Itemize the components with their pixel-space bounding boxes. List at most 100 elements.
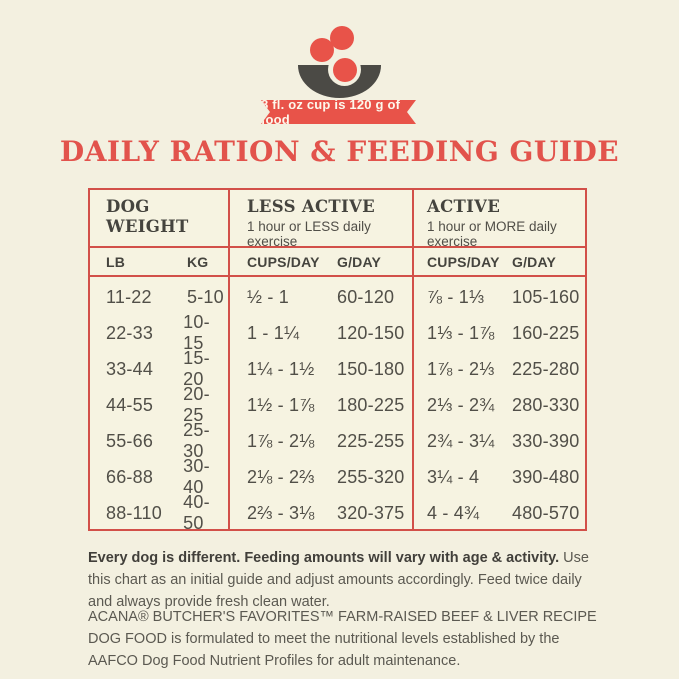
kibble-dot-icon [330,26,354,50]
table-row: 11-22 5-10 [90,279,228,315]
lb-value: 55-66 [106,430,154,451]
column-title-line1: DOG [106,197,150,216]
kg-value: 10-15 [183,312,210,353]
cups-value: 4 - 4¾ [427,502,480,523]
g-day-label: G/DAY [512,253,557,270]
table-row: 2¾ - 3¼ 330-390 [414,423,585,459]
table-row: 44-55 20-25 [90,384,228,425]
table-row: ½ - 1 60-120 [230,279,412,315]
ribbon-label: 8 fl. oz cup is 120 g of food [261,97,401,127]
unit-subheader: LB KG [90,248,228,277]
column-title: LESS ACTIVE [247,197,376,216]
table-row: 1⅞ - 2⅛ 225-255 [230,423,412,459]
column-header: LESS ACTIVE 1 hour or LESS daily exercis… [230,190,412,249]
unit-subheader: CUPS/DAY G/DAY [230,248,412,277]
kg-value: 15-20 [183,348,210,389]
table-row: 1½ - 1⅞ 180-225 [230,387,412,423]
cups-value: 2⅛ - 2⅔ [247,466,315,487]
lb-value: 66-88 [106,466,154,487]
cups-value: 1¼ - 1½ [247,358,315,379]
table-row: 1⅓ - 1⅞ 160-225 [414,315,585,351]
table-row: 1⅞ - 2⅓ 225-280 [414,351,585,387]
cup-measure-ribbon: 8 fl. oz cup is 120 g of food [261,100,416,124]
kg-value: 40-50 [183,492,210,533]
cups-value: 2⅓ - 2¾ [427,394,495,415]
cups-value: 2⅔ - 3⅛ [247,502,315,523]
column-title-line2: WEIGHT [106,217,189,236]
table-row: 4 - 4¾ 480-570 [414,495,585,531]
grams-value: 120-150 [337,322,405,343]
cups-value: ½ - 1 [247,286,290,307]
weight-rows: 11-22 5-10 22-33 10-15 33-44 15-20 44-55 20-… [90,277,228,534]
lb-value: 88-110 [106,502,162,523]
table-row: 33-44 15-20 [90,348,228,389]
feeding-note-rest: Use this chart as an initial guide and a… [88,550,589,610]
lb-value: 11-22 [106,286,152,307]
grams-value: 225-255 [337,430,405,451]
table-row: 3¼ - 4 390-480 [414,459,585,495]
grams-value: 150-180 [337,358,405,379]
column-header: ACTIVE 1 hour or MORE daily exercise [414,190,585,249]
table-row: 22-33 10-15 [90,312,228,353]
column-title: ACTIVE [427,197,501,216]
cups-value: 2¾ - 3¼ [427,430,495,451]
table-row: 1¼ - 1½ 150-180 [230,351,412,387]
active-rows: ⅞ - 1⅓ 105-160 1⅓ - 1⅞ 160-225 1⅞ - 2⅓ 225-… [414,277,585,531]
unit-kg-label: KG [187,253,209,270]
grams-value: 180-225 [337,394,405,415]
column-header: DOG WEIGHT [90,190,228,248]
cups-value: 1⅞ - 2⅓ [427,358,495,379]
cups-value: 3¼ - 4 [427,466,480,487]
grams-value: 330-390 [512,430,580,451]
cups-value: 1⅓ - 1⅞ [427,322,495,343]
column-active: ACTIVE 1 hour or MORE daily exercise CUP… [412,190,585,531]
column-subtitle: 1 hour or LESS daily exercise [247,219,371,249]
feeding-note: Every dog is different. Feeding amounts … [88,548,600,613]
grams-value: 390-480 [512,466,580,487]
grams-value: 160-225 [512,322,580,343]
kg-value: 30-40 [183,456,210,497]
table-row: ⅞ - 1⅓ 105-160 [414,279,585,315]
cups-value: 1⅞ - 2⅛ [247,430,315,451]
grams-value: 60-120 [337,286,395,307]
grams-value: 320-375 [337,502,405,523]
unit-subheader: CUPS/DAY G/DAY [414,248,585,277]
grams-value: 255-320 [337,466,405,487]
table-row: 2⅛ - 2⅔ 255-320 [230,459,412,495]
column-title: DOG WEIGHT [106,197,228,237]
column-dog-weight: DOG WEIGHT LB KG 11-22 5-10 22-33 10-15 33… [90,190,228,534]
grams-value: 225-280 [512,358,580,379]
cups-value: 1 - 1¼ [247,322,300,343]
table-row: 66-88 30-40 [90,456,228,497]
table-row: 2⅓ - 2¾ 280-330 [414,387,585,423]
cups-value: 1½ - 1⅞ [247,394,315,415]
lb-value: 44-55 [106,394,154,415]
table-row: 2⅔ - 3⅛ 320-375 [230,495,412,531]
feeding-table: DOG WEIGHT LB KG 11-22 5-10 22-33 10-15 33… [88,188,587,534]
lb-value: 33-44 [106,358,154,379]
g-day-label: G/DAY [337,253,382,270]
feeding-note-bold: Every dog is different. Feeding amounts … [88,550,560,566]
grams-value: 480-570 [512,502,580,523]
grams-value: 105-160 [512,286,580,307]
cups-day-label: CUPS/DAY [247,253,320,270]
page-title: DAILY RATION & FEEDING GUIDE [59,135,620,168]
lb-value: 22-33 [106,322,154,343]
column-less-active: LESS ACTIVE 1 hour or LESS daily exercis… [228,190,412,531]
less-active-rows: ½ - 1 60-120 1 - 1¼ 120-150 1¼ - 1½ 150-180… [230,277,412,531]
aafco-statement: ACANA® BUTCHER'S FAVORITES™ FARM-RAISED … [88,609,597,669]
unit-lb-label: LB [106,253,126,270]
column-subtitle: 1 hour or MORE daily exercise [427,219,557,249]
cups-value: ⅞ - 1⅓ [427,286,485,307]
table-row: 88-110 40-50 [90,492,228,533]
kibble-dot-icon [310,38,334,62]
kg-value: 25-30 [183,420,210,461]
kibble-dot-icon [333,58,357,82]
grams-value: 280-330 [512,394,580,415]
table-row: 1 - 1¼ 120-150 [230,315,412,351]
kg-value: 5-10 [187,286,224,307]
table-row: 55-66 25-30 [90,420,228,461]
cups-day-label: CUPS/DAY [427,253,500,270]
kg-value: 20-25 [183,384,210,425]
